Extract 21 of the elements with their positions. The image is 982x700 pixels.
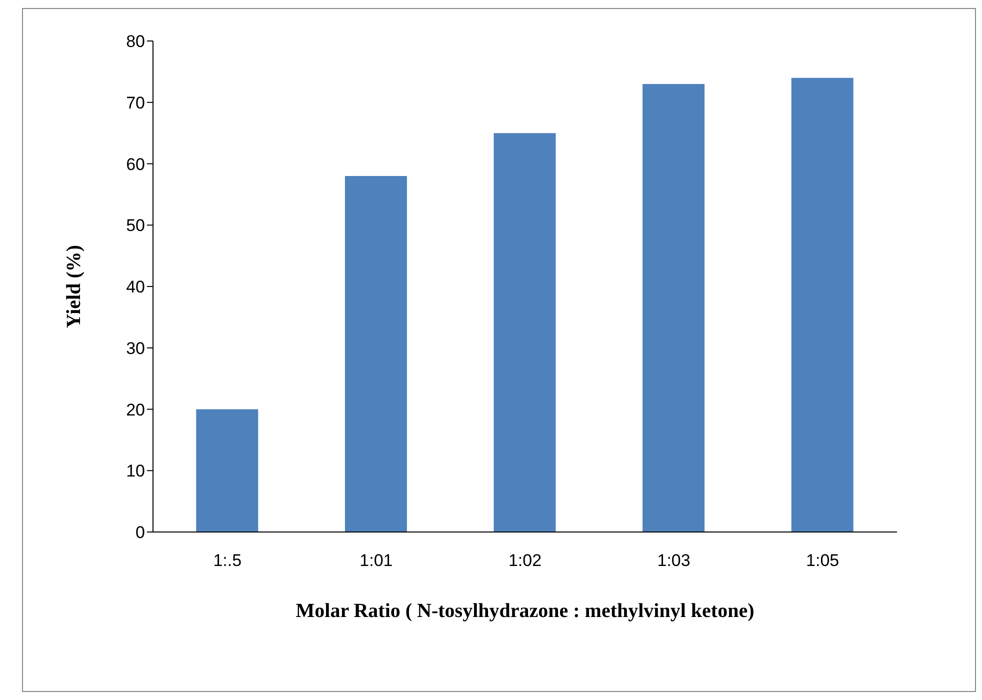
y-tick-label: 80 <box>126 32 145 52</box>
y-tick-label: 10 <box>126 462 145 481</box>
x-tick-label: 1:05 <box>806 551 840 570</box>
y-axis-title: Yield (%) <box>63 244 86 328</box>
x-tick-label: 1:.5 <box>213 551 242 570</box>
x-axis-title: Molar Ratio ( N-tosylhydrazone : methylvinyl ketone) <box>296 600 754 622</box>
bar <box>196 409 258 532</box>
y-tick-label: 0 <box>136 523 145 542</box>
y-tick-label: 20 <box>126 400 145 420</box>
bar <box>642 84 705 532</box>
bar <box>344 176 407 532</box>
y-tick-label: 70 <box>126 93 145 112</box>
y-tick-label: 50 <box>126 216 145 236</box>
x-tick-label: 1:03 <box>657 551 690 570</box>
y-tick-label: 60 <box>126 154 145 174</box>
x-tick-label: 1:01 <box>360 551 393 570</box>
y-tick-label: 30 <box>126 338 145 358</box>
y-tick-label: 40 <box>126 278 145 297</box>
bar <box>791 78 854 532</box>
x-tick-label: 1:02 <box>508 551 542 570</box>
bar <box>494 133 556 532</box>
